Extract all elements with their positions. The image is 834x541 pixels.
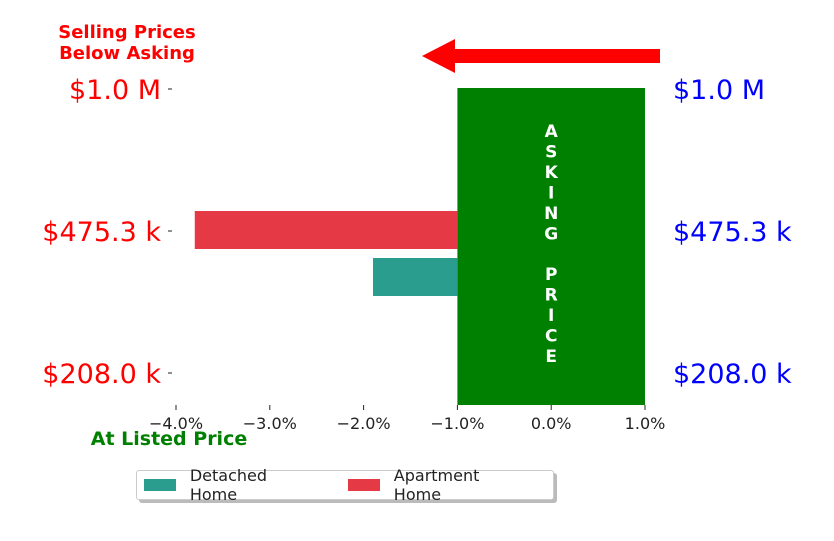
x-axis-label: At Listed Price (91, 428, 247, 450)
right-price-labels: $1.0 M $475.3 k $208.0 k (673, 75, 792, 390)
asking-letter: G (544, 225, 558, 245)
x-tick-label: −3.0% (243, 414, 297, 433)
asking-letter: N (544, 204, 558, 224)
chart-title-line: Below Asking (59, 43, 195, 64)
bars (194, 211, 458, 296)
x-tick-label: 0.0% (531, 414, 572, 433)
x-tick-label: −1.0% (430, 414, 484, 433)
legend-item-detached: Detached Home (144, 466, 315, 504)
price-letter: E (545, 347, 557, 367)
bar-detached-home (372, 258, 458, 296)
left-price-label: $208.0 k (42, 359, 161, 390)
right-price-label: $1.0 M (673, 75, 765, 106)
x-tick-label: −2.0% (337, 414, 391, 433)
legend: Detached Home Apartment Home (136, 466, 554, 504)
legend-label-apartment: Apartment Home (393, 466, 480, 504)
x-tick-label: 1.0% (625, 414, 666, 433)
bar-apartment-home (194, 211, 458, 249)
legend-swatch-apartment (347, 479, 380, 491)
price-letter: P (545, 265, 557, 285)
price-letter: I (548, 306, 554, 326)
left-price-labels: $1.0 M $475.3 k $208.0 k (42, 75, 172, 390)
asking-price-rect (457, 88, 645, 405)
chart-title-line: Selling Prices (58, 22, 195, 43)
arrow-shape (422, 39, 660, 73)
left-price-label: $475.3 k (42, 217, 161, 248)
asking-letter: S (545, 143, 557, 163)
x-tick-label: −4.0% (149, 414, 203, 433)
direction-arrow (422, 39, 660, 73)
asking-letter: A (545, 122, 559, 142)
price-letter: R (545, 286, 558, 306)
legend-item-apartment: Apartment Home (347, 466, 527, 504)
x-axis: −4.0% −3.0% −2.0% −1.0% 0.0% 1.0% (149, 405, 665, 433)
price-letter: C (545, 327, 557, 347)
legend-label-detached: Detached Home (189, 466, 268, 504)
right-price-label: $475.3 k (673, 217, 792, 248)
left-price-label: $1.0 M (69, 75, 161, 106)
asking-letter: I (548, 184, 554, 204)
right-price-label: $208.0 k (673, 359, 792, 390)
legend-swatch-detached (144, 479, 176, 491)
asking-letter: K (545, 163, 559, 183)
